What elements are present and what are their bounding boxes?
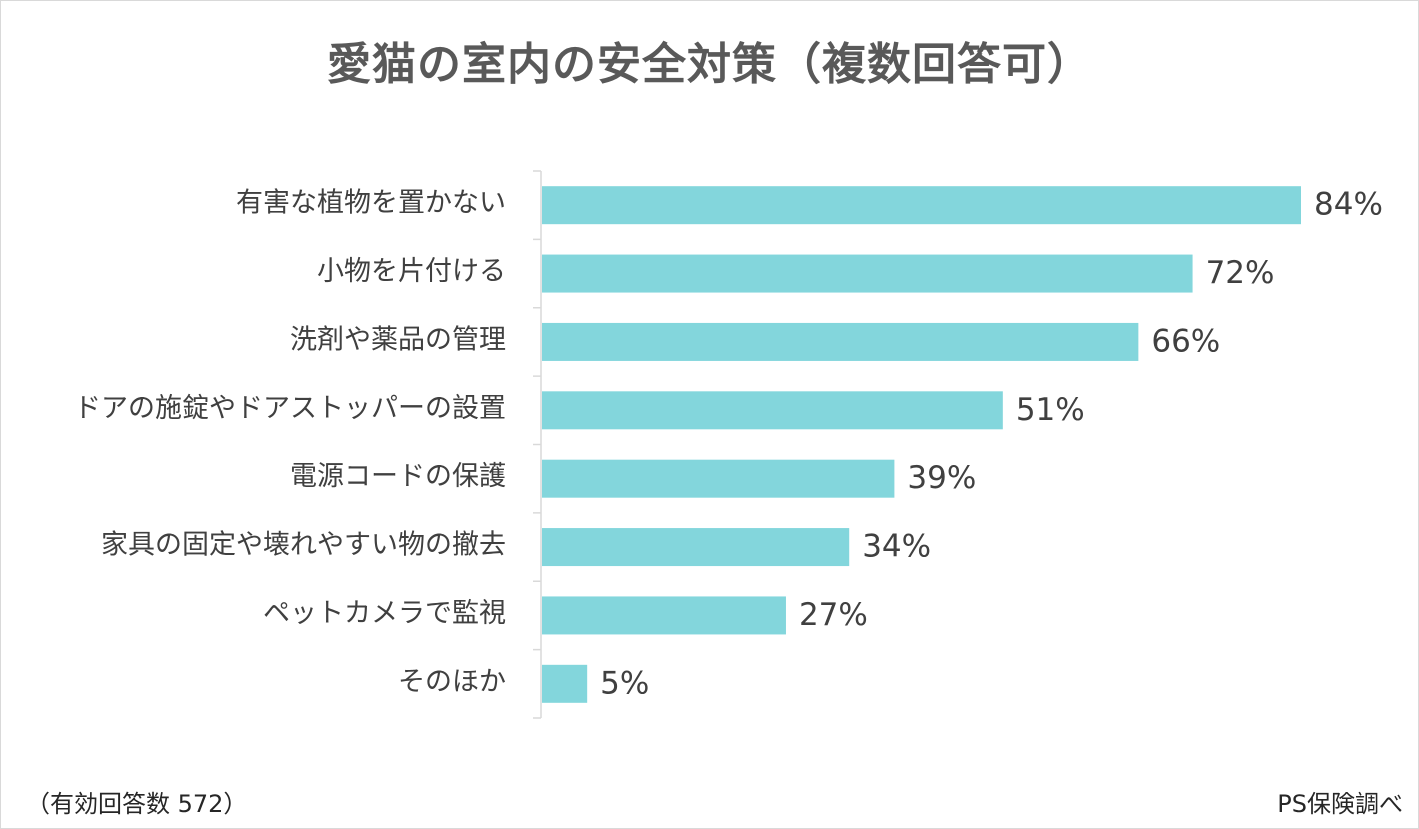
data-label: 66% bbox=[1151, 323, 1220, 359]
data-label: 39% bbox=[907, 460, 976, 496]
category-label: 有害な植物を置かない bbox=[236, 188, 506, 219]
bar bbox=[542, 186, 1301, 225]
bar bbox=[542, 322, 1139, 361]
category-label: 小物を片付ける bbox=[317, 256, 506, 287]
chart-title: 愛猫の室内の安全対策（複数回答可） bbox=[327, 39, 1092, 90]
source-note: PS保険調べ bbox=[1277, 790, 1403, 818]
sample-size-note: （有効回答数 572） bbox=[26, 790, 248, 818]
category-label: 洗剤や薬品の管理 bbox=[290, 324, 506, 355]
bar bbox=[542, 596, 786, 635]
bar bbox=[542, 459, 895, 498]
category-label: そのほか bbox=[398, 666, 506, 697]
data-label: 5% bbox=[600, 665, 649, 701]
data-label: 27% bbox=[799, 597, 868, 633]
bar bbox=[542, 391, 1003, 430]
data-label: 34% bbox=[862, 529, 931, 565]
bar bbox=[542, 254, 1193, 293]
category-label: 電源コードの保護 bbox=[290, 461, 506, 492]
data-label: 72% bbox=[1206, 255, 1275, 291]
data-label: 51% bbox=[1016, 392, 1085, 428]
category-label: 家具の固定や壊れやすい物の撤去 bbox=[101, 530, 506, 561]
bar bbox=[542, 528, 850, 567]
category-label: ペットカメラで監視 bbox=[263, 598, 506, 629]
bar bbox=[542, 664, 588, 703]
data-label: 84% bbox=[1314, 187, 1383, 223]
category-label: ドアの施錠やドアストッパーの設置 bbox=[74, 393, 506, 424]
